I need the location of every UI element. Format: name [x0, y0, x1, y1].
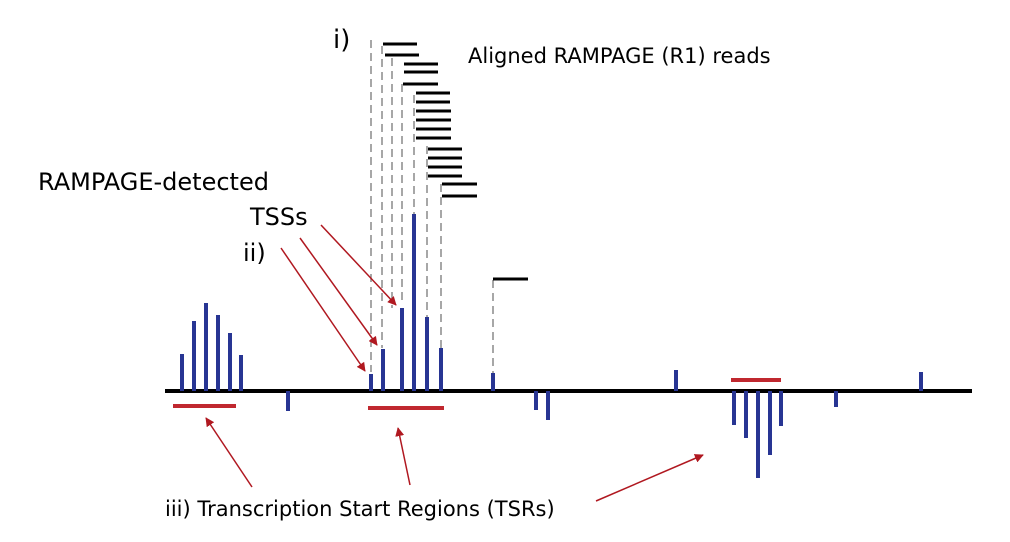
step-i-label: i)	[333, 25, 350, 55]
tss-label-line1: RAMPAGE-detected	[38, 168, 269, 196]
tsr-arrows	[205, 417, 704, 502]
step-ii-label: ii)	[243, 239, 266, 267]
tsr-label: iii) Transcription Start Regions (TSRs)	[165, 497, 555, 521]
tss-signal	[180, 214, 923, 478]
aligned-reads	[383, 42, 528, 281]
arrow	[595, 454, 704, 502]
arrow	[205, 417, 253, 488]
arrow	[280, 247, 366, 372]
tss-label-line2: TSSs	[249, 203, 308, 231]
guide-lines	[370, 40, 494, 373]
arrow	[299, 237, 378, 346]
arrow	[320, 224, 397, 306]
tsr-regions	[173, 378, 781, 410]
tss-arrows	[280, 224, 397, 372]
arrow	[395, 427, 411, 486]
reads-title: Aligned RAMPAGE (R1) reads	[468, 44, 771, 68]
